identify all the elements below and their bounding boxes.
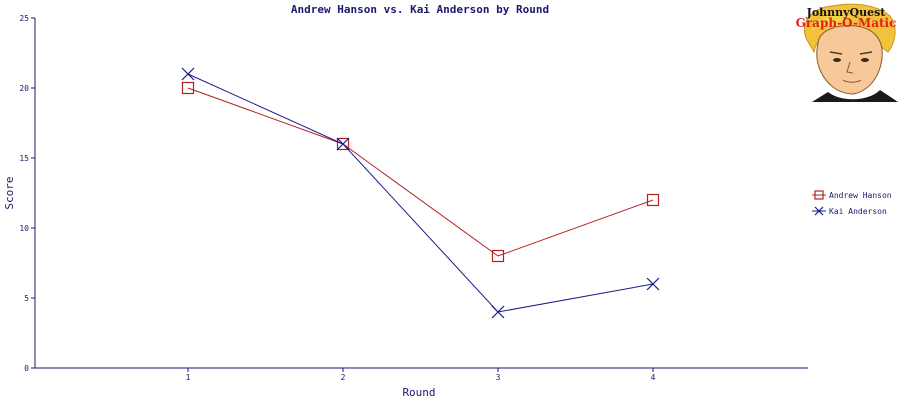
y-tick-label: 25 <box>19 14 29 23</box>
y-tick-label: 5 <box>24 294 29 303</box>
data-point-marker-stroke-b <box>646 277 660 291</box>
data-point-marker <box>491 305 505 319</box>
shirt-collar <box>812 90 898 102</box>
legend-marker <box>814 190 824 200</box>
data-point-marker <box>646 277 660 291</box>
data-point-marker <box>181 81 195 95</box>
data-point-marker <box>491 249 505 263</box>
legend-label: Kai Anderson <box>829 207 887 216</box>
series-line <box>187 87 654 257</box>
legend-marker-b <box>814 206 824 216</box>
data-point-marker <box>181 67 195 81</box>
legend-item: Kai Anderson <box>812 206 887 216</box>
y-axis-label: Score <box>3 176 16 209</box>
left-eye <box>833 58 841 62</box>
series-layer <box>181 67 660 319</box>
logo-line-1: JohnnyQuest <box>806 6 887 19</box>
y-tick-label: 0 <box>24 364 29 373</box>
x-tick-label: 4 <box>651 373 656 382</box>
right-eye <box>861 58 869 62</box>
x-axis-label: Round <box>402 386 435 399</box>
series-1 <box>181 67 660 319</box>
x-tick-label: 3 <box>496 373 501 382</box>
data-point-marker <box>336 137 350 151</box>
data-point-marker <box>646 193 660 207</box>
x-tick-label: 1 <box>186 373 191 382</box>
hair-tuft <box>812 13 852 30</box>
y-tick-label: 20 <box>19 84 29 93</box>
johnnyquest-logo: JohnnyQuest Graph-O-Matic <box>796 3 898 102</box>
chart-title: Andrew Hanson vs. Kai Anderson by Round <box>291 3 549 16</box>
logo-line-2: Graph-O-Matic <box>796 16 897 30</box>
series-line <box>187 73 654 313</box>
y-tick-label: 10 <box>19 224 29 233</box>
x-tick-label: 2 <box>341 373 346 382</box>
data-point-marker <box>336 137 350 151</box>
axes <box>34 18 808 369</box>
y-ticks: 0 5 10 15 20 25 <box>19 14 35 373</box>
mouth <box>842 79 862 83</box>
legend-label: Andrew Hanson <box>829 191 892 200</box>
data-point-marker-stroke-b <box>181 67 195 81</box>
legend: Andrew Hanson Kai Anderson <box>812 190 892 216</box>
series-0 <box>181 81 660 263</box>
data-point-marker-stroke-b <box>336 137 350 151</box>
y-tick-label: 15 <box>19 154 29 163</box>
face-shape <box>816 25 883 95</box>
eyebrows <box>829 51 873 55</box>
nose <box>846 61 854 74</box>
data-point-marker-stroke-b <box>491 305 505 319</box>
x-ticks: 1 2 3 4 <box>186 368 656 382</box>
legend-item: Andrew Hanson <box>812 190 892 200</box>
